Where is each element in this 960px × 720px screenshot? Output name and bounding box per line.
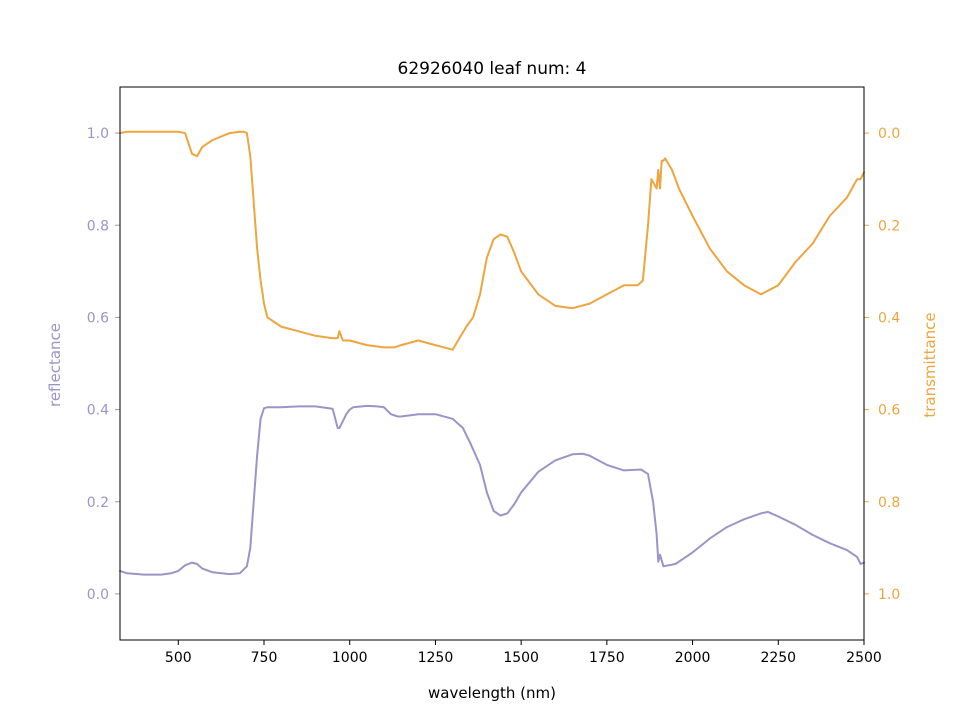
y2-tick-label: 0.6 (878, 403, 900, 419)
x-tick-label: 2000 (675, 650, 711, 666)
y-axis-label: reflectance (46, 323, 64, 407)
x-tick-label: 500 (165, 650, 192, 666)
y2-tick-label: 1.0 (878, 587, 900, 603)
y2-tick-label: 0.8 (878, 495, 900, 511)
y-tick-label: 0.2 (87, 495, 109, 511)
x-tick-label: 2250 (760, 650, 796, 666)
y-axis-left: 0.0 0.2 0.4 0.6 0.8 1.0 (87, 126, 120, 603)
series-line-reflectance (119, 404, 865, 576)
y2-tick-label: 0.2 (878, 218, 900, 234)
x-axis: 500 750 1000 1250 1500 1750 2000 2250 2500 (165, 640, 882, 666)
x-tick-label: 1000 (332, 650, 368, 666)
y2-axis-label: transmittance (921, 312, 939, 417)
plot-area (120, 87, 864, 640)
x-tick-label: 1500 (503, 650, 539, 666)
x-tick-label: 1250 (418, 650, 454, 666)
y-tick-label: 0.6 (87, 310, 109, 326)
series-line-transmittance (119, 130, 865, 351)
y-axis-right: 0.0 0.2 0.4 0.6 0.8 1.0 (864, 126, 900, 603)
y-tick-label: 0.4 (87, 403, 109, 419)
y2-tick-label: 0.0 (878, 126, 900, 142)
x-tick-label: 750 (251, 650, 278, 666)
y-tick-label: 0.0 (87, 587, 109, 603)
y-tick-label: 1.0 (87, 126, 109, 142)
y2-tick-label: 0.4 (878, 310, 900, 326)
x-tick-label: 1750 (589, 650, 625, 666)
series-layer (119, 130, 865, 576)
x-tick-label: 2500 (846, 650, 882, 666)
x-axis-label: wavelength (nm) (428, 684, 556, 702)
chart-title: 62926040 leaf num: 4 (398, 59, 587, 79)
y-tick-label: 0.8 (87, 218, 109, 234)
plot-frame (119, 86, 865, 641)
